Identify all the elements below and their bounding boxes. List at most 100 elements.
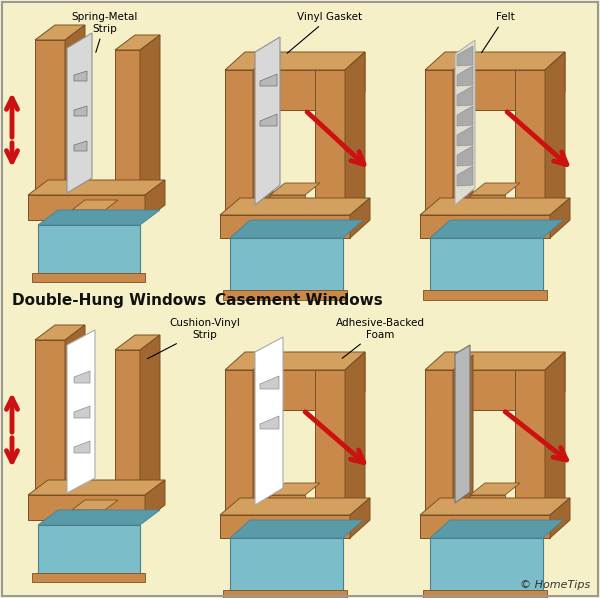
- Polygon shape: [550, 498, 570, 538]
- Polygon shape: [457, 66, 473, 86]
- Polygon shape: [470, 195, 505, 215]
- Polygon shape: [430, 520, 563, 538]
- Polygon shape: [220, 498, 370, 515]
- Polygon shape: [345, 52, 365, 110]
- Polygon shape: [260, 114, 277, 126]
- Polygon shape: [67, 33, 92, 193]
- Polygon shape: [115, 50, 140, 205]
- Polygon shape: [420, 498, 570, 515]
- Polygon shape: [67, 330, 95, 493]
- Polygon shape: [74, 441, 90, 453]
- Polygon shape: [38, 210, 160, 225]
- Polygon shape: [470, 495, 505, 515]
- Polygon shape: [220, 215, 350, 238]
- Polygon shape: [430, 238, 543, 295]
- Polygon shape: [420, 215, 550, 238]
- Polygon shape: [345, 352, 365, 520]
- Polygon shape: [350, 198, 370, 238]
- Polygon shape: [28, 180, 165, 195]
- Polygon shape: [28, 195, 145, 220]
- Polygon shape: [223, 290, 347, 300]
- Polygon shape: [225, 52, 365, 70]
- Polygon shape: [230, 520, 363, 538]
- Polygon shape: [115, 350, 140, 505]
- Polygon shape: [453, 355, 473, 520]
- Polygon shape: [28, 480, 165, 495]
- Polygon shape: [515, 370, 545, 520]
- Text: Casement Windows: Casement Windows: [215, 293, 383, 308]
- Polygon shape: [423, 590, 547, 598]
- Polygon shape: [455, 345, 470, 503]
- Polygon shape: [350, 498, 370, 538]
- Text: Felt: Felt: [482, 12, 514, 53]
- Polygon shape: [140, 35, 160, 205]
- Polygon shape: [65, 325, 85, 495]
- Polygon shape: [225, 70, 253, 220]
- Polygon shape: [270, 195, 305, 215]
- Polygon shape: [145, 180, 165, 220]
- Polygon shape: [545, 352, 565, 520]
- Polygon shape: [72, 200, 118, 210]
- Polygon shape: [457, 46, 473, 66]
- Polygon shape: [28, 495, 145, 520]
- Polygon shape: [425, 70, 453, 220]
- Polygon shape: [260, 376, 279, 389]
- Polygon shape: [74, 71, 87, 81]
- Polygon shape: [457, 106, 473, 126]
- Polygon shape: [74, 106, 87, 116]
- Polygon shape: [230, 220, 363, 238]
- Polygon shape: [72, 500, 118, 510]
- Polygon shape: [223, 590, 347, 598]
- Polygon shape: [420, 515, 550, 538]
- Polygon shape: [345, 352, 365, 410]
- Polygon shape: [253, 355, 273, 520]
- Polygon shape: [457, 126, 473, 146]
- Polygon shape: [423, 290, 547, 300]
- Text: Spring-Metal
Strip: Spring-Metal Strip: [72, 12, 138, 53]
- Text: Double-Hung Windows: Double-Hung Windows: [12, 293, 206, 308]
- Polygon shape: [72, 210, 105, 225]
- Polygon shape: [345, 52, 365, 220]
- Polygon shape: [74, 406, 90, 418]
- Polygon shape: [545, 352, 565, 410]
- Polygon shape: [230, 538, 343, 595]
- Polygon shape: [225, 70, 345, 110]
- Polygon shape: [38, 225, 140, 278]
- Polygon shape: [74, 141, 87, 151]
- Polygon shape: [32, 273, 145, 282]
- Polygon shape: [140, 335, 160, 505]
- Polygon shape: [35, 40, 65, 195]
- Polygon shape: [457, 166, 473, 186]
- Polygon shape: [225, 370, 345, 410]
- Polygon shape: [74, 371, 90, 383]
- Polygon shape: [115, 35, 160, 50]
- Polygon shape: [545, 52, 565, 220]
- Polygon shape: [425, 352, 565, 370]
- Polygon shape: [420, 198, 570, 215]
- Polygon shape: [65, 25, 85, 195]
- Polygon shape: [35, 340, 65, 495]
- Polygon shape: [145, 480, 165, 520]
- Polygon shape: [515, 70, 545, 220]
- Text: © HomeTips: © HomeTips: [520, 580, 590, 590]
- Polygon shape: [72, 510, 105, 525]
- Polygon shape: [35, 25, 85, 40]
- Polygon shape: [115, 335, 160, 350]
- Polygon shape: [425, 70, 545, 110]
- Polygon shape: [545, 52, 565, 110]
- Polygon shape: [457, 86, 473, 106]
- Polygon shape: [253, 55, 273, 220]
- Polygon shape: [32, 573, 145, 582]
- Polygon shape: [455, 40, 475, 205]
- Polygon shape: [225, 370, 253, 520]
- Polygon shape: [430, 538, 543, 595]
- Text: Adhesive-Backed
Foam: Adhesive-Backed Foam: [335, 318, 425, 358]
- Polygon shape: [260, 416, 279, 429]
- Polygon shape: [315, 70, 345, 220]
- Polygon shape: [220, 198, 370, 215]
- Polygon shape: [270, 183, 320, 195]
- Polygon shape: [255, 337, 283, 505]
- Polygon shape: [230, 238, 343, 295]
- Polygon shape: [35, 325, 85, 340]
- Polygon shape: [270, 495, 305, 515]
